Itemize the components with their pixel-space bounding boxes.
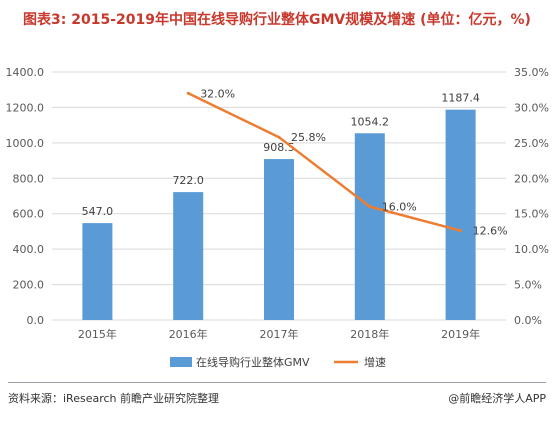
growth-series-line <box>187 92 461 232</box>
growth-point <box>186 91 190 95</box>
footer-divider <box>8 382 546 383</box>
right-axis-tick-label: 0.0% <box>514 314 542 327</box>
left-axis-tick-label: 200.0 <box>13 279 45 292</box>
left-axis-tick-label: 0.0 <box>27 314 45 327</box>
bar <box>354 133 385 320</box>
category-tick-label: 2019年 <box>441 327 480 341</box>
right-axis-tick-label: 15.0% <box>514 208 549 221</box>
growth-point <box>277 135 281 139</box>
right-axis-tick-label: 5.0% <box>514 279 542 292</box>
right-axis-tick-label: 30.0% <box>514 101 549 114</box>
brand-credit: @前瞻经济学人APP <box>448 392 546 405</box>
growth-value-label: 32.0% <box>200 87 235 100</box>
right-axis-tick-label: 25.0% <box>514 137 549 150</box>
chart-title: 图表3: 2015-2019年中国在线导购行业整体GMV规模及增速 (单位：亿元… <box>23 12 531 28</box>
right-axis-tick-label: 35.0% <box>514 66 549 79</box>
growth-value-label: 12.6% <box>473 225 508 238</box>
legend-label-line: 增速 <box>364 355 386 369</box>
category-tick-label: 2017年 <box>260 327 299 341</box>
legend-swatch-bar <box>170 357 192 367</box>
bar <box>445 109 476 320</box>
left-axis-tick-label: 800.0 <box>13 172 45 185</box>
category-tick-label: 2018年 <box>350 327 389 341</box>
growth-value-label: 16.0% <box>382 201 417 214</box>
category-tick-label: 2016年 <box>169 327 208 341</box>
bar <box>264 159 294 320</box>
left-axis-tick-label: 400.0 <box>13 243 45 256</box>
right-axis-tick-label: 10.0% <box>514 243 549 256</box>
left-axis-tick-label: 600.0 <box>13 208 45 221</box>
growth-value-label: 25.8% <box>291 131 326 144</box>
category-tick-label: 2015年 <box>78 327 117 341</box>
bar <box>82 223 113 320</box>
left-axis-tick-label: 1200.0 <box>6 101 45 114</box>
bar-value-label: 547.0 <box>82 205 114 218</box>
left-axis-tick-label: 1000.0 <box>6 137 45 150</box>
bar-value-label: 1187.4 <box>441 92 480 105</box>
bar-value-label: 722.0 <box>172 174 204 187</box>
growth-point <box>459 229 463 233</box>
source-note: 资料来源：iResearch 前瞻产业研究院整理 <box>8 392 220 405</box>
left-axis-tick-label: 1400.0 <box>6 66 45 79</box>
right-axis-tick-label: 20.0% <box>514 172 549 185</box>
bar-value-label: 1054.2 <box>351 115 390 128</box>
legend-label-bar: 在线导购行业整体GMV <box>196 355 310 369</box>
growth-point <box>368 205 372 209</box>
bar <box>173 192 204 320</box>
